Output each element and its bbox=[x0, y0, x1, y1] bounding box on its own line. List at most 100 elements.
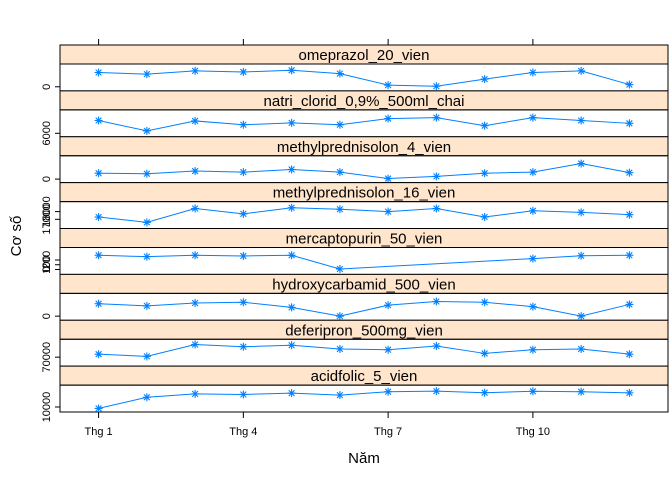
data-point bbox=[287, 251, 296, 260]
data-point bbox=[142, 352, 151, 361]
data-point bbox=[94, 116, 103, 125]
panel-title: hydroxycarbamid_500_vien bbox=[272, 276, 455, 293]
data-point bbox=[287, 389, 296, 398]
x-axis: Thg 1 Thg 4 Thg 7 Thg 10 bbox=[85, 412, 550, 438]
data-point bbox=[577, 66, 586, 75]
data-point bbox=[287, 203, 296, 212]
series-line bbox=[98, 343, 630, 357]
series-line bbox=[98, 207, 630, 223]
data-point bbox=[287, 66, 296, 75]
data-point bbox=[335, 265, 344, 274]
data-point bbox=[94, 404, 103, 413]
data-point bbox=[432, 113, 441, 122]
data-point bbox=[625, 350, 634, 359]
data-point bbox=[287, 341, 296, 350]
panel-omeprazol_20_vien: omeprazol_20_vien 0 bbox=[41, 44, 669, 92]
data-point bbox=[480, 212, 489, 221]
data-point bbox=[191, 167, 200, 176]
data-point bbox=[142, 252, 151, 261]
series-line bbox=[98, 69, 630, 87]
data-point bbox=[142, 169, 151, 178]
data-point bbox=[480, 121, 489, 130]
panel-frame bbox=[59, 292, 669, 321]
y-tick-label: 100 bbox=[41, 256, 53, 274]
x-tick-label: Thg 7 bbox=[374, 426, 402, 438]
data-point bbox=[239, 168, 248, 177]
chart-panels: omeprazol_20_vien0natri_clorid_0,9%_500m… bbox=[41, 44, 669, 423]
data-point bbox=[239, 120, 248, 129]
panel-frame bbox=[59, 201, 669, 229]
y-tick-label: 0 bbox=[41, 84, 53, 90]
data-point bbox=[625, 300, 634, 309]
data-point bbox=[625, 388, 634, 397]
data-point bbox=[432, 341, 441, 350]
y-tick-label: 0 bbox=[41, 313, 53, 319]
data-point bbox=[239, 251, 248, 260]
data-point bbox=[384, 174, 393, 183]
panel-title: methylprednisolon_16_vien bbox=[273, 185, 456, 202]
data-point bbox=[94, 350, 103, 359]
data-point bbox=[239, 67, 248, 76]
y-tick-label: 0 bbox=[41, 266, 53, 272]
data-point bbox=[94, 68, 103, 77]
data-point bbox=[142, 301, 151, 310]
data-point bbox=[577, 116, 586, 125]
data-point bbox=[432, 204, 441, 213]
y-tick-label: 0 bbox=[41, 176, 53, 182]
data-point bbox=[577, 208, 586, 217]
data-point bbox=[239, 390, 248, 399]
data-point bbox=[191, 251, 200, 260]
series-line bbox=[98, 117, 630, 132]
data-point bbox=[94, 251, 103, 260]
data-point bbox=[239, 342, 248, 351]
data-point bbox=[142, 393, 151, 402]
data-point bbox=[335, 69, 344, 78]
x-tick-label: Thg 10 bbox=[516, 426, 550, 438]
panel-title: mercaptopurin_50_vien bbox=[286, 231, 443, 248]
data-point bbox=[625, 119, 634, 128]
panel-title: omeprazol_20_vien bbox=[299, 47, 430, 64]
data-point bbox=[384, 345, 393, 354]
y-tick-label: 17000 bbox=[41, 204, 53, 235]
panel-frame bbox=[59, 384, 669, 413]
data-point bbox=[287, 165, 296, 174]
data-point bbox=[528, 254, 537, 263]
series-line bbox=[98, 254, 630, 270]
data-point bbox=[239, 209, 248, 218]
data-point bbox=[142, 70, 151, 79]
data-point bbox=[528, 168, 537, 177]
data-point bbox=[94, 299, 103, 308]
panel-frame bbox=[59, 338, 669, 367]
data-point bbox=[335, 205, 344, 214]
data-point bbox=[577, 312, 586, 321]
data-point bbox=[191, 389, 200, 398]
series-line bbox=[98, 163, 630, 180]
panel-frame bbox=[59, 155, 669, 184]
data-point bbox=[335, 120, 344, 129]
panel-title: acidfolic_5_vien bbox=[311, 368, 418, 385]
data-point bbox=[384, 301, 393, 310]
data-point bbox=[528, 345, 537, 354]
x-tick-label: Thg 1 bbox=[85, 426, 113, 438]
data-point bbox=[625, 168, 634, 177]
panel-natri_clorid_0,9%_500ml_chai: natri_clorid_0,9%_500ml_chai 6000 bbox=[41, 90, 669, 146]
data-point bbox=[191, 66, 200, 75]
data-point bbox=[335, 168, 344, 177]
data-point bbox=[432, 297, 441, 306]
top-axis-ticks bbox=[98, 39, 534, 45]
data-point bbox=[384, 207, 393, 216]
data-point bbox=[94, 169, 103, 178]
data-point bbox=[384, 387, 393, 396]
data-point bbox=[625, 80, 634, 89]
data-point bbox=[384, 81, 393, 90]
series-line bbox=[98, 390, 630, 409]
data-point bbox=[528, 387, 537, 396]
panel-hydroxycarbamid_500_vien: hydroxycarbamid_500_vien 0 bbox=[41, 273, 669, 321]
y-tick-label: 10000 bbox=[41, 392, 53, 423]
panel-title: deferipron_500mg_vien bbox=[285, 322, 443, 339]
panel-frame bbox=[59, 109, 669, 138]
data-point bbox=[432, 82, 441, 91]
data-point bbox=[287, 118, 296, 127]
